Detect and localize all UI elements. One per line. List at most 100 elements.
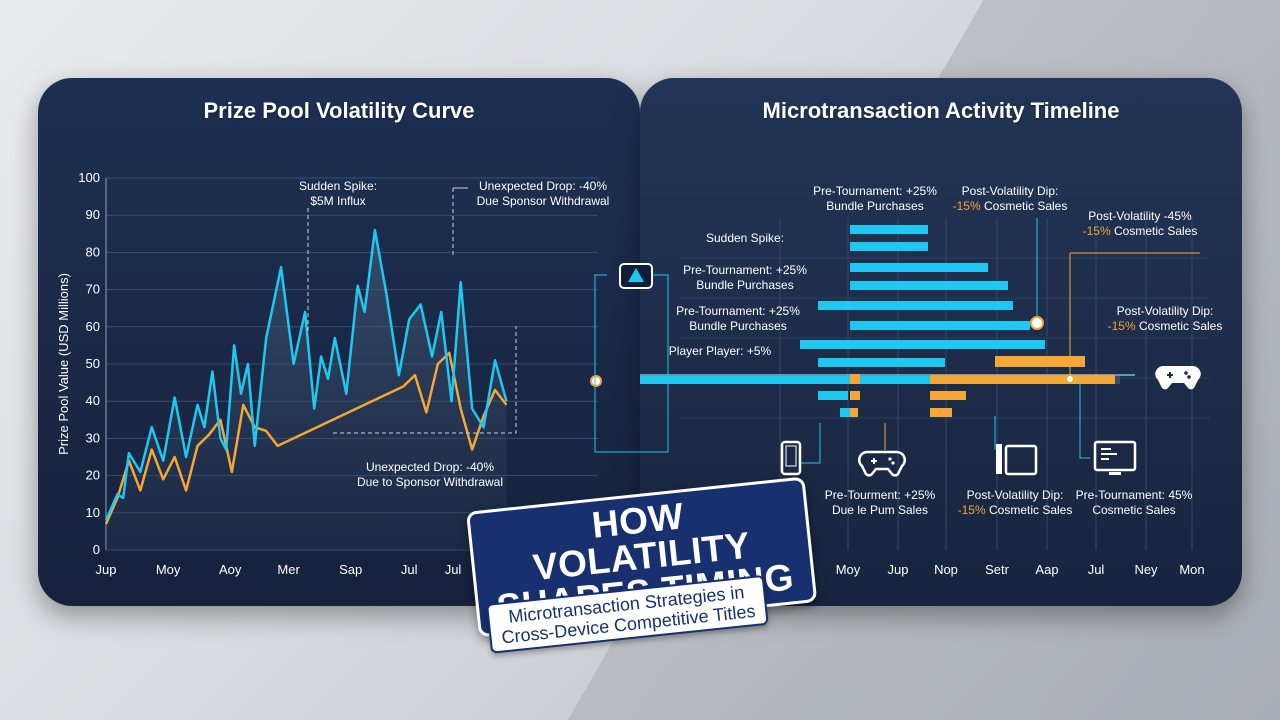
bar-cyan-7 xyxy=(800,340,1045,349)
annotation-a10-text: Cosmetic Sales xyxy=(989,503,1072,517)
x-tick-label: Setr xyxy=(985,562,1010,577)
x-tick-label: Nop xyxy=(934,562,958,577)
x-tick-label: Mer xyxy=(277,562,300,577)
tablet-icon xyxy=(996,444,1038,476)
x-tick-label: Mon xyxy=(1179,562,1204,577)
x-tick-label: Aoy xyxy=(219,562,242,577)
annotation-a3-line1: Post-Volatility -45% xyxy=(1088,209,1192,223)
annotation-a11-line1: Pre-Tournament: 45% xyxy=(1076,488,1193,502)
y-tick-label: 80 xyxy=(86,244,100,259)
connector-highlight xyxy=(640,374,1135,376)
annotation-a9-line2: Due le Pum Sales xyxy=(832,503,928,517)
bar-orange-4 xyxy=(995,356,1085,367)
bar-cyan-2 xyxy=(850,242,928,251)
leader-phone xyxy=(800,423,821,464)
x-tick-label: Jul xyxy=(401,562,418,577)
bar-cyan-8 xyxy=(818,358,945,367)
y-tick-label: 10 xyxy=(86,505,100,520)
x-tick-label: Jul xyxy=(445,562,462,577)
bar-cyan-5 xyxy=(818,301,1013,310)
bar-orange-5 xyxy=(930,375,1115,384)
y-tick-label: 0 xyxy=(93,542,100,557)
x-tick-label: Jul xyxy=(1088,562,1105,577)
y-tick-label: 70 xyxy=(86,282,100,297)
series-area xyxy=(106,230,507,550)
annotation-a3-text: Cosmetic Sales xyxy=(1114,224,1197,238)
annotation-a2-line1: Post-Volatility Dip: xyxy=(962,184,1059,198)
transition-marker xyxy=(590,375,602,387)
annotation-a6-line1: Pre-Tournament: +25% xyxy=(676,304,800,318)
annotation-a5-line2: Bundle Purchases xyxy=(696,278,793,292)
annotation-a2-text: Cosmetic Sales xyxy=(984,199,1067,213)
leader-monitor xyxy=(1079,383,1090,459)
annotation-a2-highlight: -15% xyxy=(953,199,981,213)
bar-cyan-6 xyxy=(850,321,1030,330)
bar-orange-1 xyxy=(850,374,860,384)
annotation-a2-line2: -15% Cosmetic Sales xyxy=(953,199,1068,213)
x-tick-label: Moy xyxy=(836,562,861,577)
x-tick-label: Jup xyxy=(888,562,909,577)
bar-cyan-3 xyxy=(850,263,988,272)
annotation-a7-highlight: -15% xyxy=(1108,319,1136,333)
bar-cyan-4 xyxy=(850,281,1008,290)
y-tick-label: 90 xyxy=(86,207,100,222)
controller-icon xyxy=(1155,365,1201,390)
prize-pool-title: Prize Pool Volatility Curve xyxy=(203,98,475,123)
smartphone-icon xyxy=(780,440,802,476)
annotation-a10-line2: -15% Cosmetic Sales xyxy=(958,503,1073,517)
microtransaction-chart: MotMoyJupNopSetrAapJulNeyMon xyxy=(640,184,1223,577)
drop-top-annotation-line1: Unexpected Drop: -40% xyxy=(479,179,607,193)
drop-bottom-guide-line xyxy=(333,326,517,434)
bar-orange-7 xyxy=(930,408,952,417)
annotation-a3-line2: -15% Cosmetic Sales xyxy=(1083,224,1198,238)
monitor-icon xyxy=(1093,440,1137,475)
bar-cyan-1 xyxy=(850,225,928,234)
annotation-a5-line1: Pre-Tournament: +25% xyxy=(683,263,807,277)
spike-annotation-line1: Sudden Spike: xyxy=(299,179,377,193)
bar-orange-6 xyxy=(930,391,966,400)
annotation-a7-line1: Post-Volatility Dip: xyxy=(1117,304,1214,318)
annotation-a3-highlight: -15% xyxy=(1083,224,1111,238)
annotation-a1-line2: Bundle Purchases xyxy=(826,199,923,213)
marker-2 xyxy=(1065,374,1075,384)
drop-top-annotation-line2: Due Sponsor Withdrawal xyxy=(477,194,610,208)
x-tick-label: Jup xyxy=(96,562,117,577)
series-line-cyan xyxy=(104,228,508,521)
x-tick-label: Aap xyxy=(1035,562,1058,577)
annotation-a10-highlight: -15% xyxy=(958,503,986,517)
annotation-a11-line2: Cosmetic Sales xyxy=(1092,503,1175,517)
y-axis-label: Prize Pool Value (USD Millions) xyxy=(56,273,71,455)
drop-bottom-annotation-line2: Due to Sponsor Withdrawal xyxy=(357,475,503,489)
bar-cyan-9 xyxy=(818,391,848,400)
x-tick-label: Ney xyxy=(1134,562,1158,577)
title-banner: HOW VOLATILITY SHAPES TIMING Microtransa… xyxy=(466,476,818,672)
series-line-orange xyxy=(104,351,508,525)
annotation-a10-line1: Post-Volatility Dip: xyxy=(967,488,1064,502)
microtransaction-title: Microtransaction Activity Timeline xyxy=(762,98,1120,123)
x-tick-label: Sap xyxy=(339,562,362,577)
y-tick-label: 30 xyxy=(86,430,100,445)
spike-annotation-line2: $5M Influx xyxy=(310,194,365,208)
annotation-a7-text: Cosmetic Sales xyxy=(1139,319,1222,333)
x-tick-label: Moy xyxy=(156,562,181,577)
bar-orange-2 xyxy=(850,391,860,400)
annotation-a1-line1: Pre-Tournament: +25% xyxy=(813,184,937,198)
y-tick-label: 60 xyxy=(86,319,100,334)
annotation-a8-line1: Player Player: +5% xyxy=(669,344,772,358)
y-tick-label: 100 xyxy=(78,170,100,185)
bar-orange-3 xyxy=(850,408,858,417)
microtransaction-panel: Microtransaction Activity Timeline MotMo… xyxy=(640,78,1242,606)
annotation-a6-line2: Bundle Purchases xyxy=(689,319,786,333)
prize-pool-chart: 0 10 20 30 40 50 60 70 80 90 100 Jup Moy Aoy Mer Sap Jul… xyxy=(56,170,610,577)
y-tick-label: 50 xyxy=(86,356,100,371)
y-tick-label: 20 xyxy=(86,468,100,483)
connector-bar xyxy=(640,376,1105,384)
bar-cyan-10 xyxy=(840,408,850,417)
annotation-a7-line2: -15% Cosmetic Sales xyxy=(1108,319,1223,333)
annotation-a9-line1: Pre-Tourment: +25% xyxy=(825,488,936,502)
y-tick-label: 40 xyxy=(86,393,100,408)
annotation-a4-line1: Sudden Spike: xyxy=(706,231,784,245)
gamepad-icon xyxy=(858,450,906,477)
drop-bottom-annotation-line1: Unexpected Drop: -40% xyxy=(366,460,494,474)
marker-1 xyxy=(1030,316,1044,330)
